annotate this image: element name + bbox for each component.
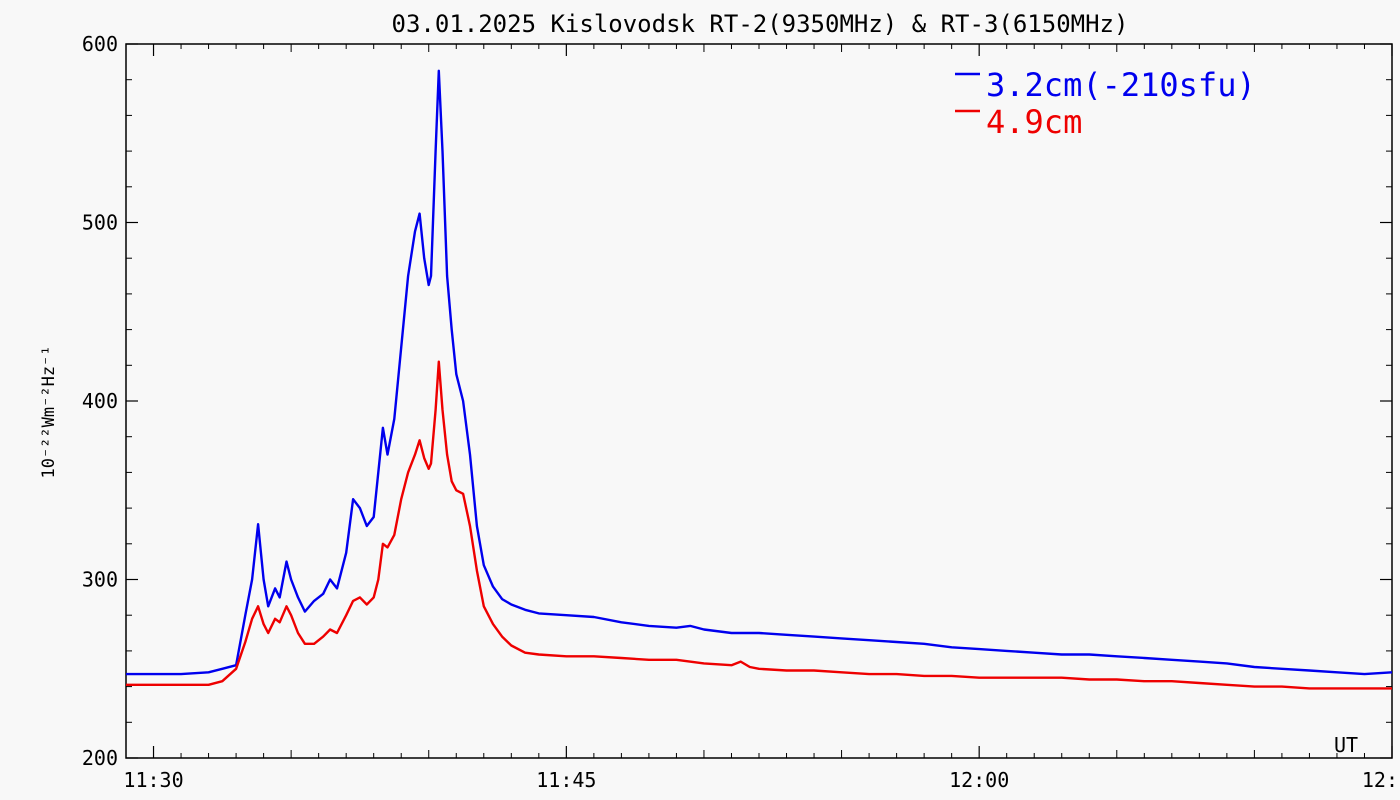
x-tick-label: 12:15 [1362,768,1400,792]
x-tick-label: 12:00 [949,768,1009,792]
series-line-2 [126,360,1392,690]
y-tick-label: 300 [82,568,118,592]
x-axis: 11:30 11:45 12:00 12:15 [123,44,1400,792]
y-tick-label: 500 [82,211,118,235]
series-layer [126,69,1393,690]
y-tick-label: 400 [82,389,118,413]
x-axis-label: UT [1334,733,1358,757]
x-tick-label: 11:45 [536,768,596,792]
y-axis-label: 10⁻²²Wm⁻²Hz⁻¹ [39,345,59,478]
legend: 3.2cm(-210sfu)4.9cm [955,66,1256,141]
series-line-1 [126,69,1393,676]
y-axis: 200 300 400 500 600 [82,32,1392,770]
chart-title: 03.01.2025 Kislovodsk RT-2(9350MHz) & RT… [392,10,1129,38]
y-tick-label: 200 [82,746,118,770]
legend-label: 3.2cm(-210sfu) [986,66,1256,104]
x-tick-label: 11:30 [123,768,183,792]
legend-label: 4.9cm [986,103,1082,141]
y-tick-label: 600 [82,32,118,56]
